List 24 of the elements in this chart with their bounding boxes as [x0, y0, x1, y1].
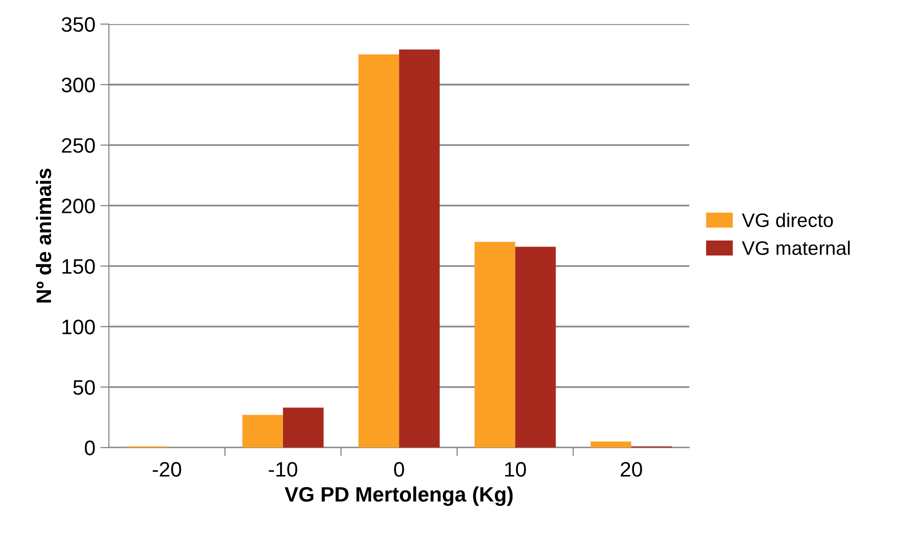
x-tick-label: 0: [394, 462, 404, 477]
y-tick-label: 350: [62, 17, 95, 32]
y-tick-label: 0: [84, 440, 95, 456]
bar: [358, 54, 400, 448]
bar: [590, 442, 632, 448]
y-tick-label: 200: [62, 198, 95, 214]
bar: [515, 246, 556, 448]
y-tick-label: 250: [62, 138, 95, 153]
legend-label: VG maternal: [742, 240, 850, 255]
y-tick-label: 300: [62, 78, 95, 92]
bar: [474, 242, 516, 448]
legend-label: VG directo: [742, 212, 833, 228]
x-tick-label: 10: [505, 462, 526, 477]
y-tick-label: 50: [73, 380, 95, 395]
x-tick-label: -10: [268, 462, 298, 477]
x-axis-title: VG PD Mertolenga (Kg): [284, 486, 513, 506]
x-tick-label: 20: [620, 462, 642, 477]
y-tick-label: 100: [62, 320, 95, 334]
y-axis-title: Nº de animais: [36, 168, 52, 303]
y-tick-label: 150: [62, 259, 95, 274]
bar: [399, 50, 440, 448]
x-tick-label: -20: [152, 462, 182, 477]
bar: [282, 408, 324, 448]
bar: [242, 414, 283, 448]
